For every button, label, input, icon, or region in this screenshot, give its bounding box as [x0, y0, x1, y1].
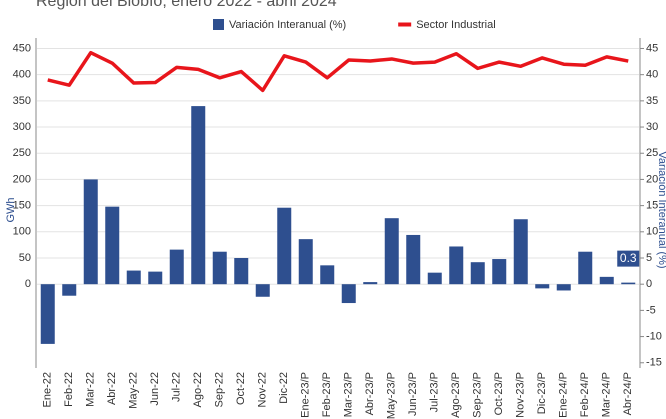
- bar: [427, 272, 442, 285]
- bar: [255, 284, 270, 297]
- y-tick-label: 400: [13, 69, 31, 81]
- bar: [535, 284, 550, 289]
- bar: [599, 276, 614, 285]
- x-tick-label: Ago-22: [192, 372, 204, 407]
- data-label: 0.3: [620, 251, 637, 265]
- x-tick-label: Abr-22: [106, 372, 118, 405]
- x-tick-label: Sep-23/P: [472, 372, 484, 418]
- x-tick-label: Mar-24/P: [601, 372, 613, 417]
- y-tick-label: 200: [13, 173, 31, 185]
- y2-tick-label: 15: [646, 200, 658, 212]
- x-tick-label: Nov-23/P: [515, 372, 527, 418]
- y2-tick-label: -15: [646, 357, 662, 369]
- x-tick-label: Mar-23/P: [343, 372, 355, 417]
- x-tick-label: Dic-23/P: [536, 372, 548, 414]
- y2-tick-label: 10: [646, 226, 658, 238]
- bar: [384, 218, 399, 285]
- y-tick-label: 350: [13, 95, 31, 107]
- x-tick-label: May-23/P: [386, 372, 398, 419]
- x-tick-label: Sep-22: [214, 372, 226, 407]
- y-tick-label: 0: [25, 278, 31, 290]
- bar: [234, 258, 249, 285]
- y2-tick-label: -10: [646, 330, 662, 342]
- y2-tick-label: 45: [646, 42, 658, 54]
- x-tick-label: Feb-23/P: [321, 372, 333, 417]
- bar: [105, 206, 120, 285]
- y2-tick-label: 35: [646, 95, 658, 107]
- y2-tick-label: 5: [646, 252, 652, 264]
- x-tick-label: Ago-23/P: [450, 372, 462, 418]
- bar: [406, 234, 421, 285]
- x-tick-label: Jul-23/P: [429, 372, 441, 412]
- bar: [62, 284, 77, 296]
- line: [47, 50, 629, 93]
- x-tick-label: Feb-22: [63, 372, 75, 407]
- bar: [169, 249, 184, 285]
- legend-label: Variación Interanual (%): [229, 19, 346, 31]
- bar: [621, 282, 636, 285]
- bar: [126, 270, 141, 285]
- y-tick-label: 300: [13, 121, 31, 133]
- chart-title: Región del Biobío, enero 2022 - abril 20…: [36, 0, 337, 10]
- x-tick-label: Abr-23/P: [364, 372, 376, 415]
- y2-tick-label: 20: [646, 173, 658, 185]
- bar: [298, 239, 313, 285]
- y2-tick-label: 0: [646, 278, 652, 290]
- x-tick-label: Feb-24/P: [579, 372, 591, 417]
- x-tick-label: Dic-22: [278, 372, 290, 404]
- y-tick-label: 450: [13, 42, 31, 54]
- y-axis-label: GWh: [5, 197, 17, 222]
- x-tick-label: Abr-24/P: [622, 372, 634, 415]
- x-tick-label: Mar-22: [85, 372, 97, 407]
- bar: [277, 207, 292, 285]
- x-tick-label: Oct-23/P: [493, 372, 505, 415]
- bar: [83, 179, 98, 285]
- bar: [40, 284, 55, 344]
- y2-tick-label: 25: [646, 147, 658, 159]
- y-tick-label: 150: [13, 200, 31, 212]
- bar: [513, 219, 528, 285]
- x-tick-label: Oct-22: [235, 372, 247, 405]
- x-tick-label: May-22: [128, 372, 140, 409]
- x-tick-label: Jun-22: [149, 372, 161, 406]
- x-tick-label: Nov-22: [257, 372, 269, 407]
- bar: [470, 262, 485, 285]
- y-tick-label: 100: [13, 226, 31, 238]
- y-tick-label: 250: [13, 147, 31, 159]
- bar: [320, 265, 335, 285]
- x-tick-label: Jun-23/P: [407, 372, 419, 416]
- x-tick-label: Ene-24/P: [558, 372, 570, 418]
- legend-swatch: [213, 19, 224, 30]
- legend-label: Sector Industrial: [416, 19, 495, 31]
- bar: [556, 284, 571, 291]
- bar: [449, 246, 464, 285]
- y2-axis-label: Variación Interanual (%): [656, 151, 666, 268]
- bar: [191, 106, 206, 285]
- bar: [492, 259, 507, 285]
- x-tick-label: Jul-22: [171, 372, 183, 402]
- y2-tick-label: 30: [646, 121, 658, 133]
- y-tick-label: 50: [19, 252, 31, 264]
- data-label-box: [617, 250, 640, 267]
- y2-tick-label: -5: [646, 304, 656, 316]
- bar: [148, 271, 163, 285]
- y2-tick-label: 40: [646, 69, 658, 81]
- bar: [578, 251, 593, 285]
- bar: [341, 284, 356, 304]
- bar: [212, 251, 227, 285]
- bar: [363, 282, 378, 285]
- x-tick-label: Ene-23/P: [300, 372, 312, 418]
- x-tick-label: Ene-22: [42, 372, 54, 407]
